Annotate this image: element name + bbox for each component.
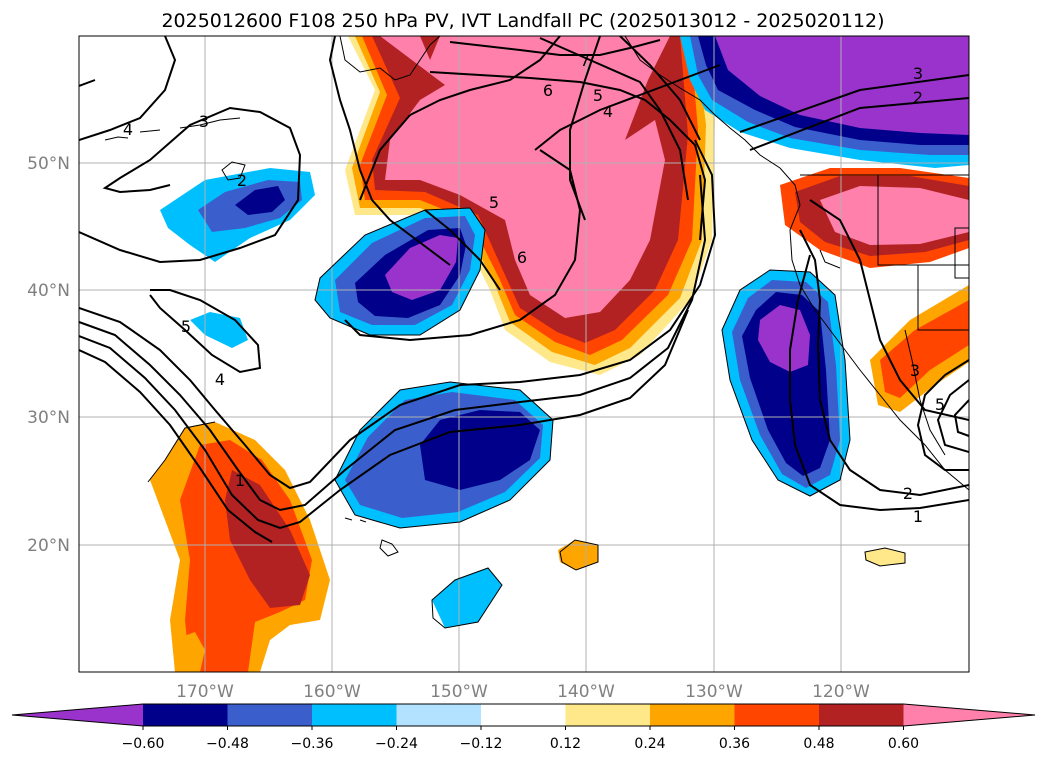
lon-label: 160°W — [303, 682, 361, 702]
coastlines — [104, 36, 969, 629]
contour-label: 5 — [593, 86, 603, 105]
anomaly-blob — [820, 186, 969, 245]
contour-label: 5 — [181, 317, 191, 336]
colorbar-tick-label: −0.36 — [291, 736, 334, 752]
contour-label: 4 — [603, 102, 613, 121]
colorbar-labels: −0.60 −0.48 −0.36 −0.24 −0.12 0.12 0.24 0.36 0.4… — [122, 726, 919, 752]
colorbar-tick-label: 0.60 — [888, 736, 919, 752]
contour-label: 5 — [489, 193, 499, 212]
colorbar-bin — [227, 704, 313, 726]
lon-label: 120°W — [812, 682, 870, 702]
map-frame — [78, 35, 970, 673]
contour-label: 2 — [903, 484, 913, 503]
colorbar-tick-label: 0.48 — [803, 736, 834, 752]
contour-label: 7 — [580, 51, 590, 70]
colorbar — [11, 703, 1036, 727]
contour-label: 6 — [543, 81, 553, 100]
lat-label: 30°N — [27, 408, 70, 428]
contour-label: 3 — [910, 361, 920, 380]
anomaly-blob — [558, 540, 598, 570]
anomaly-blob — [173, 632, 205, 672]
anomaly-blob — [380, 36, 670, 318]
positive-anomaly-shading — [150, 36, 969, 672]
longitude-labels: 170°W 160°W 150°W 140°W 130°W 120°W — [176, 682, 870, 702]
lat-label: 50°N — [27, 154, 70, 174]
lat-label: 20°N — [27, 536, 70, 556]
lon-label: 140°W — [557, 682, 615, 702]
lat-label: 40°N — [27, 281, 70, 301]
anomaly-blob — [432, 568, 502, 628]
anomaly-blob — [235, 186, 285, 215]
contour-label: 1 — [913, 507, 923, 526]
colorbar-tick-label: −0.24 — [375, 736, 418, 752]
map-gridlines — [79, 36, 969, 672]
contour-label: 6 — [517, 248, 527, 267]
contour-label: 5 — [935, 395, 945, 414]
anomaly-blob — [880, 300, 969, 398]
contour-label: 3 — [913, 64, 923, 83]
map-title: 2025012600 F108 250 hPa PV, IVT Landfall… — [161, 10, 884, 32]
colorbar-tick-label: 0.12 — [550, 736, 581, 752]
colorbar-tick-label: −0.60 — [122, 736, 165, 752]
contour-label: 4 — [215, 370, 225, 389]
anomaly-blob — [715, 36, 969, 135]
contour-label: 1 — [235, 471, 245, 490]
colorbar-tick-label: −0.48 — [206, 736, 249, 752]
contour-label: 2 — [913, 88, 923, 107]
contour-labels: 4 3 2 7 6 5 4 3 2 5 6 5 4 1 3 5 2 1 — [123, 51, 945, 526]
colorbar-tick-label: 0.24 — [634, 736, 665, 752]
colorbar-bin — [565, 704, 651, 726]
anomaly-blob — [865, 548, 905, 566]
contour-label: 3 — [199, 112, 209, 131]
latitude-labels: 50°N 40°N 30°N 20°N — [27, 154, 70, 556]
colorbar-tick-label: −0.12 — [460, 736, 503, 752]
lon-label: 150°W — [430, 682, 488, 702]
colorbar-bin — [734, 704, 820, 726]
colorbar-bin — [481, 704, 566, 726]
colorbar-tick-label: 0.36 — [719, 736, 750, 752]
colorbar-bin — [396, 704, 482, 726]
colorbar-bin — [312, 704, 397, 726]
negative-anomaly-shading — [160, 36, 969, 628]
colorbar-bin — [650, 704, 735, 726]
colorbar-extension-left — [12, 704, 143, 726]
contour-label: 4 — [123, 120, 133, 139]
lon-label: 170°W — [176, 682, 234, 702]
colorbar-bin — [819, 704, 904, 726]
anomaly-blob — [385, 235, 458, 300]
colorbar-extension-right — [903, 704, 1035, 726]
contour-lines — [79, 36, 969, 543]
contour-label: 2 — [237, 171, 247, 190]
anomaly-blob — [420, 410, 540, 490]
anomaly-blob — [758, 305, 810, 372]
lon-label: 130°W — [685, 682, 743, 702]
colorbar-bin — [143, 704, 228, 726]
map-area: 4 3 2 7 6 5 4 3 2 5 6 5 4 1 3 5 2 1 — [79, 36, 969, 672]
